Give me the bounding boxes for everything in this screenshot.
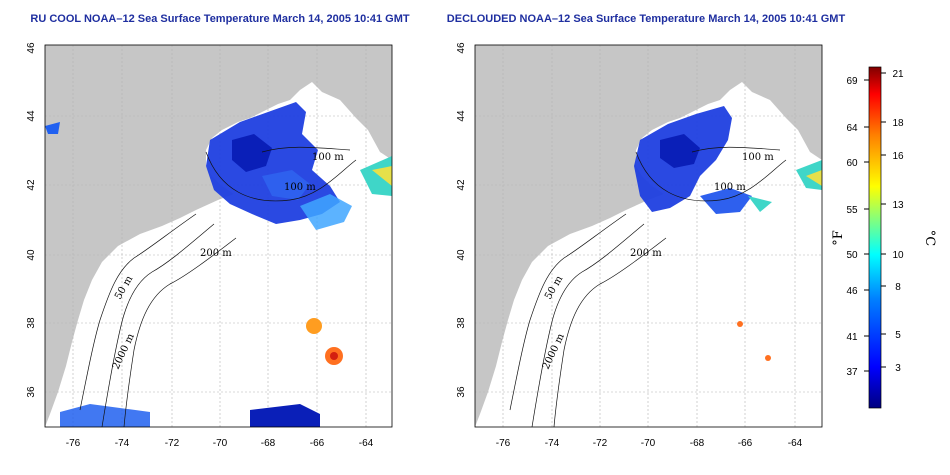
contour-label-100m-a: 100 m — [742, 152, 774, 163]
x-tick: -72 — [593, 438, 608, 449]
graticule-left — [45, 45, 392, 427]
x-axis-left: -76 -74 -72 -70 -68 -66 -64 — [66, 438, 374, 449]
c-tick: 5 — [895, 330, 901, 341]
colorbar-fahrenheit-label: °F — [831, 230, 846, 246]
colorbar-c-ticks: 21 18 16 13 10 8 5 3 — [881, 69, 904, 374]
x-axis-right: -76 -74 -72 -70 -68 -66 -64 — [496, 438, 803, 449]
f-tick: 69 — [846, 76, 858, 87]
y-axis-right: 36 38 40 42 44 46 — [456, 42, 467, 398]
x-tick: -76 — [496, 438, 511, 449]
panel-title-right: DECLOUDED NOAA–12 Sea Surface Temperatur… — [447, 13, 846, 25]
x-tick: -72 — [165, 438, 180, 449]
graticule-right — [475, 45, 822, 427]
y-tick: 38 — [26, 317, 37, 329]
y-tick: 40 — [456, 249, 467, 261]
map-panel-right: DECLOUDED NOAA–12 Sea Surface Temperatur… — [447, 13, 846, 449]
y-axis-left: 36 38 40 42 44 46 — [26, 42, 37, 398]
y-tick: 42 — [456, 179, 467, 191]
contour-label-200m: 200 m — [200, 248, 232, 259]
contour-label-200m: 200 m — [630, 248, 662, 259]
isobaths-right — [509, 146, 787, 427]
f-tick: 37 — [846, 367, 858, 378]
contour-label-100m-b: 100 m — [284, 182, 316, 193]
colorbar-gradient — [868, 66, 882, 409]
contour-label-100m-b: 100 m — [714, 182, 746, 193]
y-tick: 42 — [26, 179, 37, 191]
sst-data-left — [45, 102, 392, 427]
x-tick: -74 — [115, 438, 130, 449]
f-tick: 55 — [846, 205, 858, 216]
y-tick: 36 — [456, 386, 467, 398]
colorbar: 69 64 60 55 50 46 41 37 21 18 16 13 10 8… — [831, 66, 937, 409]
contour-label-100m-a: 100 m — [312, 152, 344, 163]
land-mass-right — [475, 45, 822, 427]
x-tick: -64 — [788, 438, 803, 449]
x-tick: -68 — [690, 438, 705, 449]
c-tick: 10 — [892, 250, 904, 261]
y-tick: 36 — [26, 386, 37, 398]
f-tick: 50 — [846, 250, 858, 261]
y-tick: 46 — [456, 42, 467, 54]
y-tick: 46 — [26, 42, 37, 54]
colorbar-f-ticks: 69 64 60 55 50 46 41 37 — [846, 76, 869, 378]
map-panel-left: RU COOL NOAA–12 Sea Surface Temperature … — [26, 13, 410, 449]
x-tick: -64 — [359, 438, 374, 449]
colorbar-celsius-label: °C — [922, 230, 937, 247]
x-tick: -68 — [261, 438, 276, 449]
f-tick: 41 — [846, 332, 858, 343]
c-tick: 13 — [892, 200, 904, 211]
c-tick: 3 — [895, 363, 901, 374]
x-tick: -74 — [545, 438, 560, 449]
x-tick: -66 — [738, 438, 753, 449]
land-mass-left — [45, 45, 392, 427]
f-tick: 46 — [846, 286, 858, 297]
c-tick: 18 — [892, 118, 904, 129]
panel-title-left: RU COOL NOAA–12 Sea Surface Temperature … — [30, 13, 410, 25]
x-tick: -70 — [641, 438, 656, 449]
x-tick: -70 — [213, 438, 228, 449]
x-tick: -76 — [66, 438, 81, 449]
c-tick: 16 — [892, 151, 904, 162]
c-tick: 8 — [895, 282, 901, 293]
y-tick: 44 — [26, 110, 37, 122]
y-tick: 40 — [26, 249, 37, 261]
c-tick: 21 — [892, 69, 904, 80]
y-tick: 44 — [456, 110, 467, 122]
x-tick: -66 — [310, 438, 325, 449]
isobaths-left — [79, 146, 357, 427]
f-tick: 60 — [846, 158, 858, 169]
f-tick: 64 — [846, 123, 858, 134]
y-tick: 38 — [456, 317, 467, 329]
